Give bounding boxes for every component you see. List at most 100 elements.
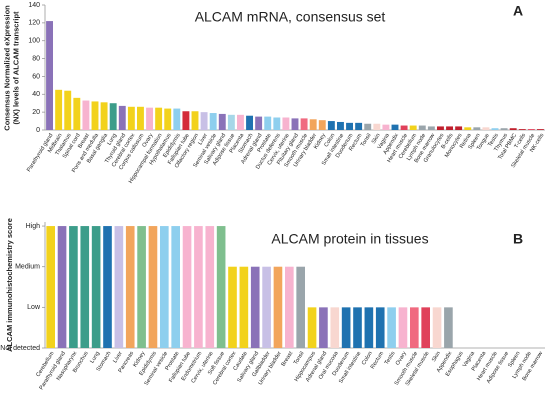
y-tick-label: 80 — [32, 55, 40, 62]
bar — [296, 266, 305, 348]
chart-title: ALCAM protein in tissues — [271, 231, 428, 247]
bar — [109, 103, 117, 130]
bar — [353, 307, 362, 348]
bar — [400, 125, 408, 130]
bar — [282, 117, 290, 130]
bar — [255, 116, 263, 130]
y-tick-label: High — [26, 223, 41, 230]
bar — [319, 307, 328, 348]
bar — [285, 266, 294, 348]
bar — [250, 266, 260, 348]
bar — [421, 307, 430, 348]
x-tick-label: Liver — [198, 133, 210, 147]
bar — [171, 226, 180, 348]
bar — [155, 107, 163, 130]
bar — [327, 121, 335, 130]
bar — [309, 119, 317, 130]
bar — [218, 113, 226, 130]
bar — [82, 100, 90, 130]
bar — [446, 126, 453, 130]
y-tick-label: Low — [27, 304, 41, 311]
bar — [103, 226, 112, 348]
bar — [341, 307, 351, 348]
y-tick-label: 140 — [28, 2, 40, 9]
bar — [164, 108, 172, 130]
bar — [137, 106, 144, 130]
bar — [137, 226, 146, 348]
bar — [100, 102, 108, 130]
y-axis-label: (NX) levels of ALCAM transcript — [11, 11, 20, 125]
bar — [364, 307, 374, 348]
bar — [264, 116, 272, 130]
x-tick-label: Lung — [106, 133, 118, 147]
x-tick-label: Skin — [431, 351, 442, 363]
bar — [182, 111, 190, 130]
bar — [205, 226, 215, 348]
y-tick-label: 60 — [32, 73, 40, 80]
x-tick-label: Breast — [281, 350, 295, 367]
bar — [160, 226, 169, 348]
bar — [364, 123, 372, 130]
bar — [64, 90, 72, 130]
bar — [273, 266, 283, 348]
bar — [455, 126, 463, 130]
bar — [182, 226, 192, 348]
bar — [355, 122, 363, 130]
y-axis-label: Consensus Normalized eXpression — [2, 5, 11, 131]
bar — [148, 226, 158, 348]
bar — [46, 226, 55, 348]
bar — [91, 101, 99, 130]
bar — [444, 307, 453, 348]
y-tick-label: 0 — [36, 127, 40, 134]
bar — [307, 307, 317, 348]
bar — [80, 226, 90, 348]
bar — [373, 123, 381, 130]
y-tick-label: Medium — [15, 264, 40, 271]
bar — [398, 307, 408, 348]
y-tick-label: 120 — [28, 20, 40, 27]
bar — [173, 108, 181, 130]
x-tick-label: Lung — [89, 351, 101, 365]
bar — [91, 226, 101, 348]
bar — [409, 125, 417, 130]
bar — [482, 127, 490, 130]
bar — [127, 106, 135, 130]
bar — [418, 125, 426, 130]
bar — [527, 129, 535, 130]
bar — [291, 118, 299, 130]
bar — [227, 114, 235, 130]
y-tick-label: 20 — [32, 109, 40, 116]
bar — [191, 111, 199, 130]
bar — [55, 89, 63, 130]
bar — [330, 307, 340, 348]
bar — [216, 226, 226, 348]
bar — [537, 129, 544, 130]
bar — [237, 114, 244, 130]
bar — [69, 226, 78, 348]
bar — [194, 226, 203, 348]
bar — [387, 307, 396, 348]
bar — [246, 115, 253, 130]
bar — [432, 307, 442, 348]
bar — [273, 117, 281, 130]
bar — [491, 128, 499, 130]
bar — [410, 307, 419, 348]
bar — [300, 118, 308, 130]
x-tick-label: Liver — [112, 351, 124, 365]
bar — [114, 226, 124, 348]
bar — [73, 97, 81, 130]
bar — [228, 266, 237, 348]
y-tick-label: Not detected — [0, 345, 40, 352]
bar — [500, 128, 508, 130]
panel-label: A — [513, 3, 523, 19]
bar — [125, 226, 135, 348]
bar — [239, 266, 249, 348]
bar — [437, 126, 444, 130]
bar — [200, 112, 208, 130]
bar — [57, 226, 67, 348]
bar — [427, 126, 435, 130]
bar — [146, 107, 153, 130]
bar — [337, 121, 344, 130]
bar — [318, 120, 326, 130]
